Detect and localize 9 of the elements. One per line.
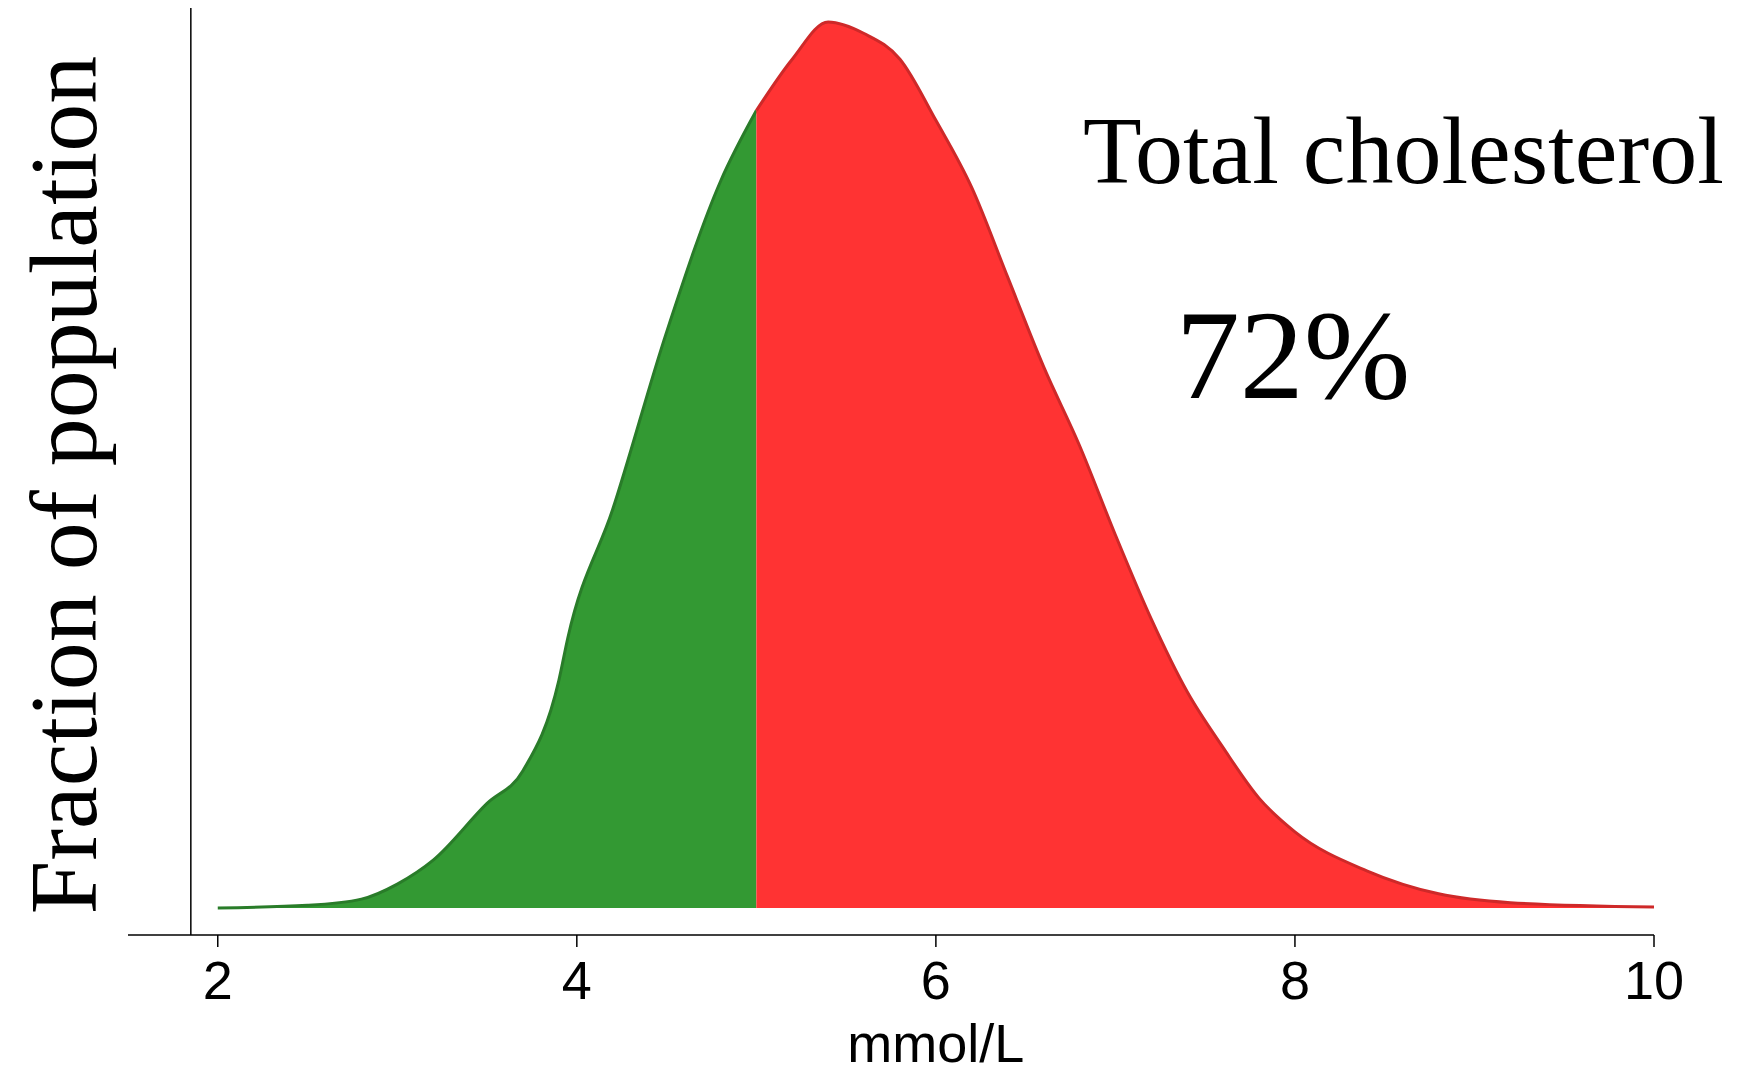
x-tick-label: 2: [202, 950, 233, 1010]
y-axis-title: Fraction of population: [10, 55, 117, 915]
x-tick-label: 10: [1623, 950, 1685, 1010]
x-tick-label: 6: [920, 950, 951, 1010]
annotation: 72%: [1175, 284, 1411, 426]
x-axis-title: mmol/L: [847, 1013, 1025, 1073]
x-tick-label: 4: [561, 950, 592, 1010]
x-tick-label: 8: [1279, 950, 1310, 1010]
annotation: Total cholesterol: [1082, 97, 1724, 204]
